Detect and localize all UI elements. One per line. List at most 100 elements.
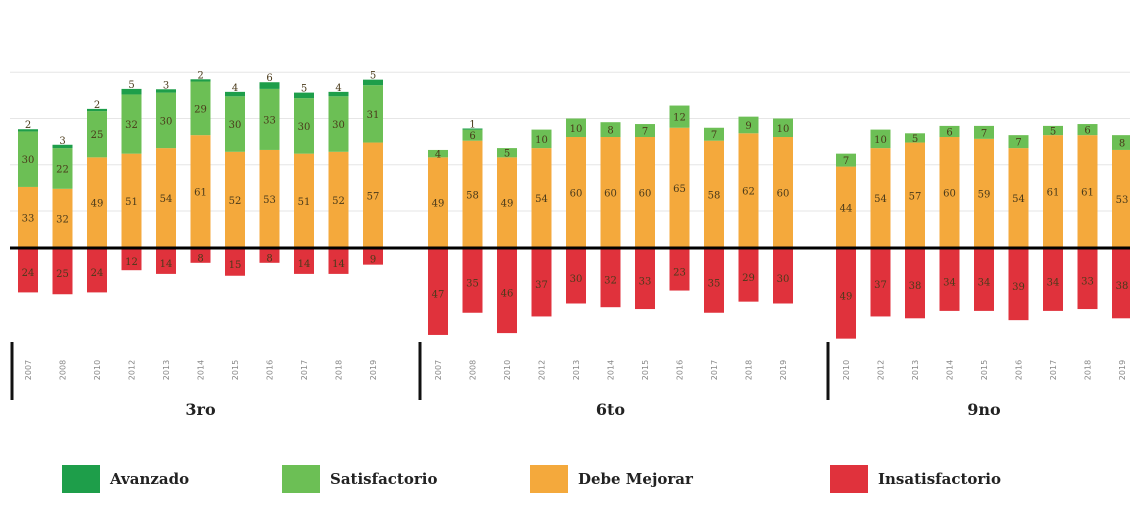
data-label-avanzado: 6 [266, 73, 272, 84]
x-tick-label: 2014 [197, 360, 206, 380]
legend-swatch-insatisfactorio [830, 465, 868, 493]
bar-segment-debe-mejorar [121, 153, 142, 248]
data-label-insatisfactorio: 14 [160, 259, 173, 270]
bar-segment-debe-mejorar [363, 142, 383, 248]
data-label-debe-mejorar: 51 [125, 197, 138, 208]
data-label-satisfactorio: 30 [160, 116, 173, 127]
data-label-satisfactorio: 10 [570, 124, 583, 135]
bar-segment-insatisfactorio [121, 248, 142, 271]
bar-segment-debe-mejorar [870, 148, 891, 248]
x-tick-label: 2013 [911, 360, 920, 380]
bar-segment-debe-mejorar [836, 166, 856, 248]
bar-segment-insatisfactorio [18, 248, 38, 293]
data-label-avanzado: 4 [232, 83, 238, 94]
bar-segment-insatisfactorio [704, 248, 724, 313]
bar-segment-satisfactorio [836, 153, 856, 167]
x-tick-label: 2017 [1049, 360, 1058, 380]
bar-segment-debe-mejorar [1077, 135, 1098, 248]
bar-segment-satisfactorio [738, 116, 759, 134]
x-tick-label: 2010 [842, 360, 851, 380]
bar-segment-debe-mejorar [428, 157, 448, 248]
data-label-satisfactorio: 6 [1084, 126, 1090, 137]
data-label-insatisfactorio: 35 [466, 278, 479, 289]
bar-segment-satisfactorio [121, 94, 142, 154]
bar-segment-debe-mejorar [905, 142, 925, 248]
bar-segment-satisfactorio [156, 92, 176, 149]
data-label-satisfactorio: 9 [745, 121, 751, 132]
x-tick-label: 2019 [369, 360, 378, 380]
data-label-insatisfactorio: 47 [432, 289, 445, 300]
panel-label-6to: 6to [596, 400, 626, 419]
data-label-avanzado: 2 [197, 70, 203, 81]
bar-segment-insatisfactorio [190, 248, 211, 263]
bar-segment-avanzado [190, 79, 211, 82]
data-label-satisfactorio: 10 [535, 135, 548, 146]
bar-segment-insatisfactorio [156, 248, 176, 274]
data-label-avanzado: 5 [301, 84, 307, 95]
bar-segment-insatisfactorio [738, 248, 759, 302]
data-label-insatisfactorio: 34 [943, 277, 956, 288]
bar-segment-satisfactorio [363, 85, 383, 143]
data-label-satisfactorio: 7 [981, 128, 987, 139]
x-tick-label: 2013 [162, 360, 171, 380]
bar-segment-avanzado [462, 128, 483, 130]
data-label-insatisfactorio: 32 [604, 276, 617, 287]
data-label-debe-mejorar: 58 [708, 190, 721, 201]
data-label-avanzado: 4 [335, 83, 341, 94]
legend-swatch-debe-mejorar [530, 465, 568, 493]
data-label-debe-mejorar: 60 [570, 189, 583, 200]
bar-segment-insatisfactorio [635, 248, 655, 310]
data-label-insatisfactorio: 24 [91, 268, 104, 279]
data-label-satisfactorio: 12 [673, 113, 686, 124]
data-label-debe-mejorar: 57 [909, 191, 922, 202]
bar-segment-satisfactorio [1077, 124, 1098, 136]
data-label-satisfactorio: 31 [367, 110, 380, 121]
x-tick-label: 2012 [128, 360, 137, 380]
bar-segment-insatisfactorio [566, 248, 586, 304]
bar-segment-insatisfactorio [905, 248, 925, 319]
data-label-satisfactorio: 29 [194, 104, 207, 115]
x-tick-label: 2007 [434, 360, 443, 380]
bar-segment-debe-mejorar [773, 137, 793, 248]
data-label-satisfactorio: 8 [607, 126, 613, 137]
bar-segment-satisfactorio [939, 125, 960, 137]
data-label-debe-mejorar: 57 [367, 191, 380, 202]
bar-segment-satisfactorio [905, 133, 925, 143]
bar-segment-debe-mejorar [738, 133, 759, 248]
data-label-insatisfactorio: 49 [840, 291, 853, 302]
bar-segment-debe-mejorar [87, 157, 107, 248]
data-label-satisfactorio: 6 [469, 131, 475, 142]
bar-segment-satisfactorio [669, 105, 690, 128]
bar-segment-satisfactorio [225, 96, 245, 152]
bar-segment-satisfactorio [566, 118, 586, 137]
bar-segment-debe-mejorar [259, 149, 280, 248]
bar-segment-satisfactorio [1008, 135, 1029, 149]
bar-segment-debe-mejorar [18, 186, 38, 248]
data-label-avanzado: 2 [94, 100, 100, 111]
data-label-debe-mejorar: 60 [943, 189, 956, 200]
bar-segment-satisfactorio [870, 129, 891, 149]
bar-segment-insatisfactorio [773, 248, 793, 304]
bar-segment-satisfactorio [531, 129, 552, 149]
bar-segment-debe-mejorar [704, 140, 724, 248]
bar-segment-insatisfactorio [328, 248, 349, 274]
data-label-debe-mejorar: 54 [535, 194, 548, 205]
data-label-satisfactorio: 5 [504, 149, 510, 160]
data-label-insatisfactorio: 37 [535, 280, 548, 291]
data-label-debe-mejorar: 62 [742, 187, 755, 198]
data-label-avanzado: 1 [469, 119, 475, 130]
x-tick-label: 2015 [980, 360, 989, 380]
data-label-satisfactorio: 22 [56, 164, 69, 175]
data-label-debe-mejorar: 52 [229, 196, 242, 207]
bar-segment-avanzado [328, 91, 349, 97]
data-label-insatisfactorio: 38 [909, 281, 922, 292]
bar-segment-avanzado [259, 82, 280, 89]
legend-item-insatisfactorio: Insatisfactorio [830, 462, 1001, 496]
x-tick-label: 2016 [1015, 360, 1024, 380]
bar-segment-debe-mejorar [600, 137, 621, 248]
data-label-satisfactorio: 10 [874, 135, 887, 146]
bar-segment-insatisfactorio [52, 248, 73, 295]
data-label-insatisfactorio: 39 [1012, 282, 1025, 293]
data-label-satisfactorio: 5 [912, 134, 918, 145]
data-label-debe-mejorar: 49 [432, 199, 445, 210]
